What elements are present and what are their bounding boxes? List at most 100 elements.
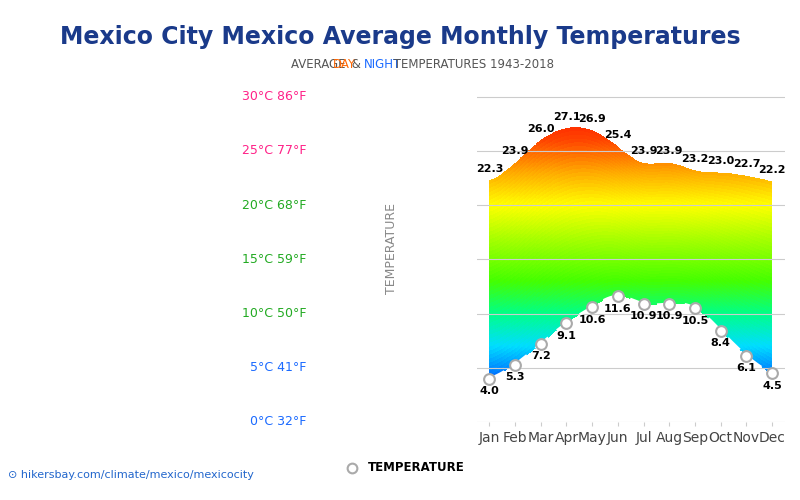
Polygon shape — [609, 294, 610, 298]
Polygon shape — [691, 262, 692, 266]
Polygon shape — [766, 207, 767, 210]
Polygon shape — [665, 234, 666, 236]
Text: 27.1: 27.1 — [553, 112, 580, 122]
Polygon shape — [646, 265, 648, 268]
Polygon shape — [657, 256, 658, 260]
Polygon shape — [491, 314, 492, 318]
Polygon shape — [698, 185, 699, 188]
Polygon shape — [606, 200, 607, 202]
Polygon shape — [770, 250, 771, 254]
Polygon shape — [537, 318, 538, 322]
Polygon shape — [613, 229, 614, 232]
Polygon shape — [712, 172, 713, 176]
Polygon shape — [498, 188, 500, 192]
Polygon shape — [755, 208, 756, 211]
Polygon shape — [532, 290, 533, 294]
Polygon shape — [658, 208, 659, 212]
Polygon shape — [518, 224, 519, 228]
Polygon shape — [649, 294, 650, 296]
Polygon shape — [620, 234, 622, 238]
Polygon shape — [690, 235, 691, 238]
Polygon shape — [760, 284, 761, 288]
Polygon shape — [546, 206, 547, 210]
Polygon shape — [643, 281, 644, 284]
Polygon shape — [522, 184, 523, 188]
Polygon shape — [736, 320, 738, 323]
Polygon shape — [518, 192, 519, 196]
Polygon shape — [699, 264, 701, 266]
Polygon shape — [598, 215, 600, 218]
Polygon shape — [682, 302, 683, 304]
Polygon shape — [755, 360, 756, 363]
Polygon shape — [529, 321, 530, 325]
Polygon shape — [757, 264, 758, 268]
Polygon shape — [637, 268, 638, 270]
Polygon shape — [514, 260, 515, 264]
Polygon shape — [519, 300, 521, 304]
Polygon shape — [661, 166, 662, 168]
Polygon shape — [582, 286, 584, 290]
Polygon shape — [729, 283, 730, 286]
Polygon shape — [526, 274, 527, 278]
Polygon shape — [551, 310, 553, 314]
Polygon shape — [537, 266, 538, 270]
Polygon shape — [727, 176, 728, 180]
Polygon shape — [736, 268, 738, 271]
Polygon shape — [544, 268, 545, 272]
Polygon shape — [586, 183, 587, 186]
Polygon shape — [586, 238, 587, 241]
Polygon shape — [579, 304, 580, 308]
Polygon shape — [610, 285, 611, 288]
Polygon shape — [530, 242, 531, 246]
Polygon shape — [660, 180, 661, 183]
Polygon shape — [669, 225, 670, 228]
Polygon shape — [672, 186, 673, 188]
Polygon shape — [610, 156, 611, 160]
Polygon shape — [660, 250, 661, 254]
Polygon shape — [673, 245, 674, 248]
Polygon shape — [538, 300, 539, 304]
Polygon shape — [594, 152, 595, 156]
Polygon shape — [511, 282, 512, 286]
Polygon shape — [728, 286, 729, 289]
Polygon shape — [580, 280, 581, 284]
Polygon shape — [680, 190, 681, 193]
Polygon shape — [585, 187, 586, 190]
Polygon shape — [533, 183, 534, 187]
Polygon shape — [619, 252, 620, 255]
Polygon shape — [739, 311, 740, 314]
Polygon shape — [706, 314, 707, 317]
Polygon shape — [571, 278, 572, 281]
Polygon shape — [659, 262, 660, 265]
Polygon shape — [765, 290, 766, 294]
Polygon shape — [507, 234, 508, 237]
Polygon shape — [742, 278, 743, 281]
Polygon shape — [709, 308, 710, 310]
Polygon shape — [699, 172, 701, 174]
Polygon shape — [645, 284, 646, 287]
Polygon shape — [734, 270, 735, 274]
Polygon shape — [634, 252, 635, 256]
Polygon shape — [539, 182, 540, 186]
Polygon shape — [515, 288, 516, 292]
Polygon shape — [607, 289, 608, 292]
Polygon shape — [538, 174, 539, 178]
Polygon shape — [746, 295, 748, 298]
Polygon shape — [543, 179, 544, 183]
Polygon shape — [657, 276, 658, 280]
Polygon shape — [639, 258, 640, 260]
Polygon shape — [529, 223, 530, 227]
Polygon shape — [639, 196, 640, 198]
Polygon shape — [585, 300, 586, 304]
Polygon shape — [524, 333, 525, 337]
Polygon shape — [765, 358, 766, 362]
Polygon shape — [515, 227, 516, 231]
Polygon shape — [727, 193, 728, 196]
Polygon shape — [559, 162, 560, 166]
Polygon shape — [751, 195, 752, 199]
Polygon shape — [574, 184, 575, 188]
Polygon shape — [556, 227, 558, 231]
Polygon shape — [559, 237, 560, 241]
Polygon shape — [683, 244, 685, 246]
Polygon shape — [637, 163, 638, 166]
